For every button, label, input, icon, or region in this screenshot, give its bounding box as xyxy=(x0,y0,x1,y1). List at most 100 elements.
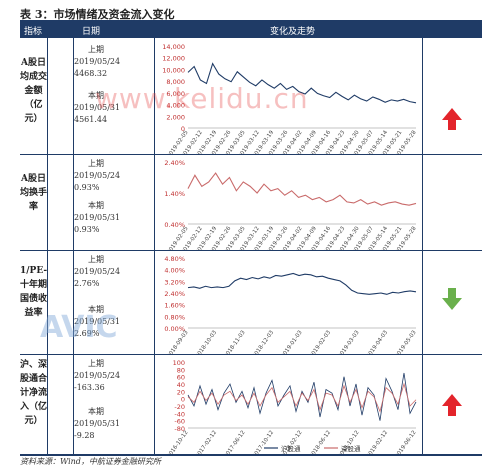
cur-label: 本期 xyxy=(88,91,104,100)
cur-date: 2019/05/31 xyxy=(74,103,121,112)
y-tick-label: 4.80% xyxy=(164,255,185,263)
avic-logo: AVIC xyxy=(40,310,118,345)
row-equity-bond-spread: 1/PE-十年期国债收益率 上期 2019/05/24 2.76% 本期 201… xyxy=(20,250,482,355)
y-tick-label: -40 xyxy=(174,410,185,418)
x-tick-label: 2018-09-03 xyxy=(166,329,190,354)
y-tick-label: -60 xyxy=(174,418,185,426)
y-tick-label: -20 xyxy=(174,403,185,411)
x-tick-label: 2017-02-12 xyxy=(195,430,218,454)
x-tick-label: 2017-06-12 xyxy=(223,430,246,454)
y-tick-label: 12,000 xyxy=(162,55,185,63)
source-note: 资料来源：Wind，中航证券金融研究所 xyxy=(20,457,161,466)
prev-label: 上期 xyxy=(88,45,104,54)
cur-label: 本期 xyxy=(88,305,104,314)
header-date: 日期 xyxy=(82,27,101,37)
y-tick-label: 100 xyxy=(173,359,185,367)
legend-label: 深股通 xyxy=(341,444,361,453)
y-tick-label: 80 xyxy=(177,366,185,374)
indicator-label: 沪、深股通合计净流入（亿元） xyxy=(20,360,48,426)
row-northbound-flow: 沪、深股通合计净流入（亿元） 上期 2019/05/24 -163.36 本期 … xyxy=(20,354,482,454)
x-tick-label: 2019-01-03 xyxy=(280,329,304,354)
y-tick-label: 4.00% xyxy=(164,267,185,275)
y-tick-label: 0 xyxy=(181,125,185,133)
y-tick-label: 0.40% xyxy=(164,221,185,229)
prev-value: 0.93% xyxy=(74,183,100,192)
y-tick-label: 3.20% xyxy=(164,278,185,286)
x-tick-label: 2019-02-03 xyxy=(309,329,333,354)
y-tick-label: 20 xyxy=(177,388,185,396)
cur-label: 本期 xyxy=(88,201,104,210)
down-arrow-icon xyxy=(442,288,462,310)
cur-date: 2019/05/31 xyxy=(74,419,121,428)
y-tick-label: 0.00% xyxy=(164,325,185,333)
cur-label: 本期 xyxy=(88,407,104,416)
x-tick-label: 2019-04-03 xyxy=(366,329,390,354)
header-indicator: 指标 xyxy=(24,27,43,37)
y-tick-label: 2.40% xyxy=(164,159,185,167)
series-line xyxy=(187,372,417,421)
y-tick-label: 4,000 xyxy=(166,102,185,110)
series-line xyxy=(187,172,417,206)
y-tick-label: 10,000 xyxy=(162,66,185,74)
series-line xyxy=(187,272,417,295)
prev-date: 2019/05/24 xyxy=(74,267,121,276)
cur-value: 4561.44 xyxy=(74,115,108,124)
y-tick-label: 2.40% xyxy=(164,290,185,298)
prev-value: -163.36 xyxy=(74,383,105,392)
y-tick-label: 1.40% xyxy=(164,190,185,198)
prev-date: 2019/05/24 xyxy=(74,171,121,180)
cur-value: -9.28 xyxy=(74,431,95,440)
series-line xyxy=(187,62,417,104)
prev-value: 4468.32 xyxy=(74,69,108,78)
indicator-label: 1/PE-十年期国债收益率 xyxy=(20,266,48,318)
x-tick-label: 2018-10-03 xyxy=(195,329,219,354)
x-tick-label: 2016-10-12 xyxy=(166,430,189,454)
chart-turnover-amount: 02,0004,0006,0008,00010,00012,00014,0002… xyxy=(162,43,418,154)
y-tick-label: 40 xyxy=(177,381,185,389)
y-tick-label: 0.80% xyxy=(164,313,185,321)
cur-value: 0.93% xyxy=(74,225,100,234)
arrow-cell xyxy=(422,154,482,250)
x-tick-label: 2019-03-03 xyxy=(337,329,361,354)
y-tick-label: 0 xyxy=(181,396,185,404)
row-turnover-amount: A股日均成交金额（亿元） 上期 2019/05/24 4468.32 本期 20… xyxy=(20,38,482,155)
x-tick-label: 2018-12-03 xyxy=(252,329,276,354)
series-line xyxy=(187,382,417,413)
x-tick-label: 2017-10-12 xyxy=(252,430,275,454)
prev-date: 2019/05/24 xyxy=(74,57,121,66)
y-tick-label: 14,000 xyxy=(162,43,185,51)
arrow-cell xyxy=(422,38,482,154)
market-sentiment-table: 指标 日期 变化及走势 A股日均成交金额（亿元） 上期 2019/05/24 4… xyxy=(20,20,482,456)
prev-date: 2019/05/24 xyxy=(74,371,121,380)
prev-label: 上期 xyxy=(88,255,104,264)
prev-value: 2.76% xyxy=(74,279,100,288)
cur-date: 2019/05/31 xyxy=(74,317,121,326)
chart-turnover-rate: 0.40%1.40%2.40%2019-02-052019-02-122019-… xyxy=(164,159,418,250)
x-tick-label: 2019-02-12 xyxy=(366,430,389,454)
y-tick-label: 8,000 xyxy=(166,78,185,86)
header-trend: 变化及走势 xyxy=(270,27,316,37)
row-turnover-rate: A股日均换手率 上期 2019/05/24 0.93% 本期 2019/05/3… xyxy=(20,154,482,251)
y-tick-label: 2,000 xyxy=(166,113,185,121)
y-tick-label: -80 xyxy=(174,425,185,433)
x-tick-label: 2018-11-03 xyxy=(223,329,247,354)
indicator-label: A股日均成交金额（亿元） xyxy=(20,58,48,124)
y-tick-label: 1.60% xyxy=(164,302,185,310)
chart-equity-bond-spread: 0.00% 0.80% 1.60% 2.40% 3.20% 4.00% 4.80% 2018-… xyxy=(164,255,418,354)
cur-date: 2019/05/31 xyxy=(74,213,121,222)
x-tick-label: 2019-06-12 xyxy=(394,430,417,454)
prev-label: 上期 xyxy=(88,159,104,168)
table-header: 指标 日期 变化及走势 xyxy=(20,22,482,38)
indicator-label: A股日均换手率 xyxy=(20,174,48,212)
y-tick-label: 60 xyxy=(177,374,185,382)
table-title: 表 3：市场情绪及资金流入变化 xyxy=(20,8,175,21)
arrow-cell xyxy=(422,354,482,454)
cur-value: 2.69% xyxy=(74,329,100,338)
x-tick-label: 2018-06-12 xyxy=(309,430,332,454)
arrow-cell xyxy=(422,250,482,354)
x-tick-label: 2019-05-03 xyxy=(394,329,418,354)
y-tick-label: 6,000 xyxy=(166,90,185,98)
up-arrow-icon xyxy=(442,394,462,416)
up-arrow-icon xyxy=(442,108,462,130)
